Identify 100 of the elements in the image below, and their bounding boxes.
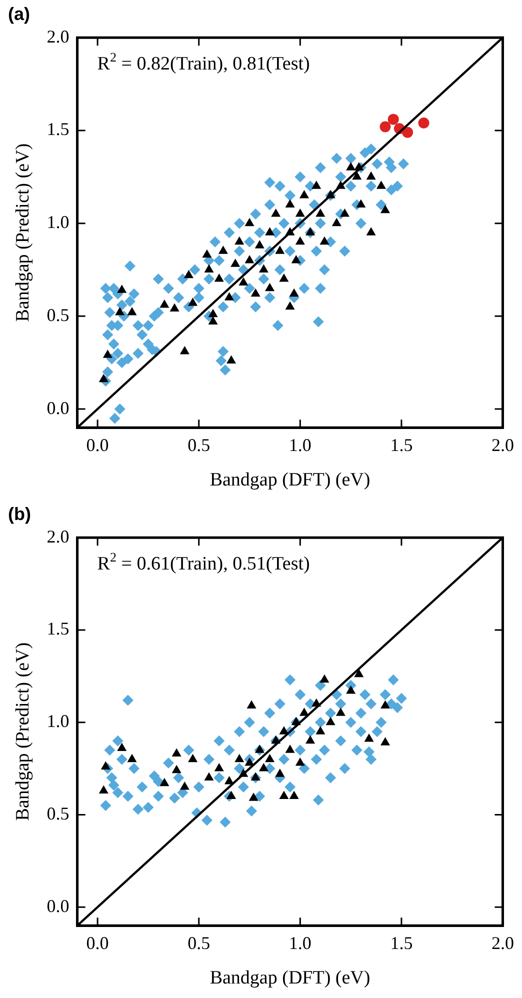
point [352,171,362,180]
point [271,208,281,217]
x-tick-label: 1.5 [390,933,413,954]
point [202,249,212,258]
point [291,254,301,264]
point [316,208,326,217]
x-tick-label: 0.5 [188,435,210,456]
point [320,674,330,683]
point [246,700,256,708]
point [295,208,305,217]
point [279,726,289,734]
point [295,758,305,766]
point [102,350,112,358]
point [204,772,214,781]
point [127,306,137,316]
point [170,303,180,312]
point [346,162,356,170]
point [180,346,190,354]
point [295,236,305,245]
point [180,782,190,790]
point [254,744,264,753]
y-tick-label: 0.0 [46,398,70,418]
point [117,742,127,751]
point [279,274,289,282]
point [402,126,414,138]
point [380,700,390,708]
point [188,754,198,762]
point [380,121,391,132]
point [306,735,316,744]
point [299,708,309,716]
point [336,708,346,716]
point [127,754,137,762]
point [265,227,275,236]
point [289,288,299,297]
y-tick-label: 0.0 [46,896,70,916]
point [332,218,342,226]
point [312,180,322,189]
y-tick-label: 2.0 [46,526,70,546]
y-tick-label: 1.5 [46,119,70,140]
point [285,199,295,208]
point [316,726,326,734]
point [224,292,234,300]
point [326,716,336,726]
point [208,308,218,318]
point [250,288,260,297]
point [234,236,244,245]
point [244,254,254,264]
point [320,236,330,245]
y-axis-title: Bandgap (Predict) (eV) [12,143,34,322]
point [265,282,275,292]
x-tick-label: 2.0 [492,435,514,456]
point [376,180,386,189]
point [172,748,182,757]
point [188,298,198,306]
point [230,258,240,267]
x-tick-label: 1.5 [390,435,413,456]
point [275,246,285,254]
point [285,301,295,310]
point [356,199,366,208]
point [364,733,374,742]
point [98,785,108,794]
point [172,764,182,774]
point [285,744,295,753]
point [98,374,108,382]
point [218,246,228,254]
point [160,778,170,786]
y-tick-label: 2.0 [46,26,70,46]
point [340,208,350,217]
point [380,737,390,746]
point [275,768,285,777]
x-tick-label: 0.5 [188,933,210,954]
x-axis-title: Bandgap (DFT) (eV) [210,968,370,989]
y-tick-label: 0.5 [46,304,70,325]
point [214,763,224,772]
point [388,114,399,125]
point [306,227,316,236]
x-tick-label: 1.0 [288,435,312,456]
y-tick-label: 1.0 [46,711,70,732]
point [248,792,258,801]
point [250,772,260,781]
x-tick-label: 0.0 [86,933,109,954]
x-tick-label: 1.0 [288,933,312,954]
point [117,284,127,293]
point [265,754,275,762]
point [234,754,244,762]
point [258,264,268,272]
point [208,316,218,324]
point [226,790,236,800]
point [244,758,254,766]
point [346,685,356,694]
y-axis-title: Bandgap (Predict) (eV) [12,642,34,821]
point [100,761,110,770]
point [226,355,236,364]
point [380,204,390,214]
point [299,190,309,198]
point [244,218,254,226]
point [289,790,299,800]
point [279,790,289,800]
point [366,227,376,236]
point [214,274,224,282]
